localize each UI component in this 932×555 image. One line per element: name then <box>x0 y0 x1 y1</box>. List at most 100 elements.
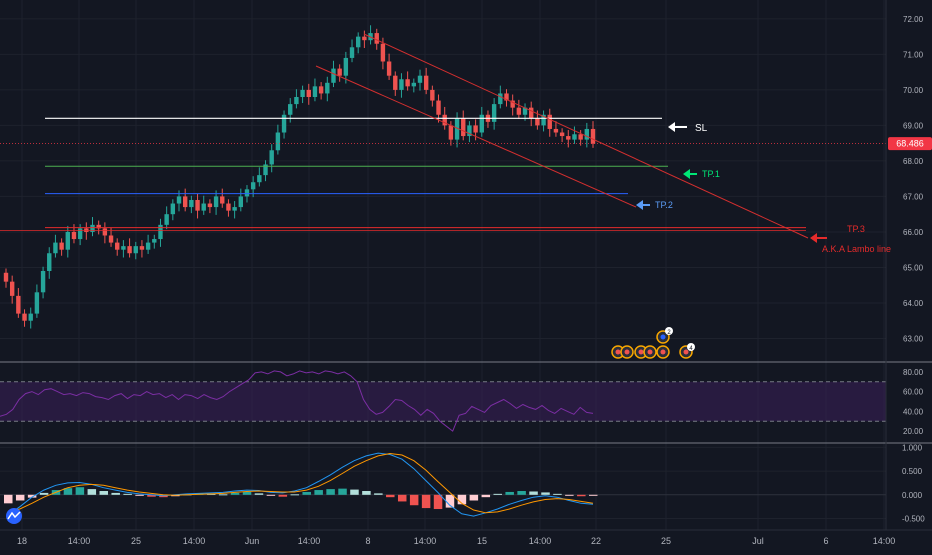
candle-body <box>405 79 410 87</box>
price-axis[interactable]: 63.00 64.00 65.00 66.00 67.00 68.00 69.00 70.00… <box>902 15 925 524</box>
event-icon-4[interactable] <box>643 345 657 359</box>
macd-hist-bar <box>338 488 347 495</box>
macd-line <box>7 452 594 517</box>
macd-hist-bar <box>230 492 240 495</box>
rsi-band <box>0 381 886 422</box>
time-tick-label: 25 <box>661 536 671 546</box>
tradingview-logo[interactable] <box>6 508 22 524</box>
candle-body <box>16 295 21 314</box>
macd-hist-bar <box>99 491 109 495</box>
candle-body <box>362 36 367 41</box>
channel-lower-line[interactable] <box>315 65 637 208</box>
candle-body <box>288 104 293 115</box>
macd-hist-bar <box>493 493 502 495</box>
time-tick-label: Jun <box>245 536 260 546</box>
price-tick-label: 65.00 <box>903 263 924 272</box>
macd-hist-bar <box>147 494 156 497</box>
candle-body <box>374 33 379 44</box>
macd-hist-bar <box>314 490 323 495</box>
candle-body <box>553 128 559 133</box>
macd-hist-bar <box>409 494 419 506</box>
macd-hist-bar <box>278 494 288 497</box>
time-tick-label: 14:00 <box>298 536 321 546</box>
candle-body <box>108 235 114 243</box>
candle-body <box>59 242 64 250</box>
price-tick-label: 64.00 <box>903 299 924 308</box>
price-tick-label: 71.00 <box>903 50 924 59</box>
candle-body <box>164 214 169 225</box>
macd-hist-bar <box>421 494 431 509</box>
price-pane[interactable]: SL TP.1 TP.2 TP.3 A.K.A Lambo line <box>0 25 891 359</box>
macd-hist-bar <box>386 494 395 498</box>
candle-body <box>386 61 392 76</box>
candle-body <box>541 114 546 126</box>
macd-hist-bar <box>505 491 514 495</box>
candle-body <box>337 68 342 76</box>
candle-body <box>504 93 509 101</box>
time-tick-label: 14:00 <box>183 536 206 546</box>
rsi-tick-label: 20.00 <box>903 427 924 436</box>
event-icon-2[interactable] <box>620 345 634 359</box>
time-tick-label: 15 <box>477 536 487 546</box>
time-tick-label: 22 <box>591 536 601 546</box>
candle-body <box>318 86 324 94</box>
price-tick-label: 70.00 <box>903 86 924 95</box>
candle-body <box>529 107 534 119</box>
event-badge-1[interactable]: 2 <box>665 327 673 336</box>
candle-body <box>275 132 281 151</box>
macd-hist-bar <box>469 494 479 501</box>
candle-body <box>331 68 336 83</box>
candle-body <box>467 125 472 137</box>
price-tick-label: 66.00 <box>903 228 924 237</box>
candle-body <box>349 47 355 58</box>
candle-body <box>566 136 571 140</box>
event-badge-2[interactable]: 4 <box>687 343 695 352</box>
macd-hist-bar <box>290 494 300 496</box>
candle-body <box>28 313 33 321</box>
candle-body <box>454 118 460 140</box>
macd-hist-bar <box>218 494 228 496</box>
candle-body <box>356 36 361 48</box>
candle-body <box>393 75 398 90</box>
candle-body <box>244 189 250 197</box>
tp3-arrow-icon <box>810 233 827 243</box>
candle-body <box>250 182 256 190</box>
candle-body <box>53 242 58 254</box>
candle-body <box>436 100 441 115</box>
macd-hist-bar <box>374 493 383 495</box>
time-axis[interactable]: 18 14:00 25 14:00 Jun 14:00 8 14:00 15 14:00 22 25 J… <box>17 536 895 546</box>
event-badge-2-count: 4 <box>689 346 693 352</box>
price-tick-label: 63.00 <box>903 334 924 343</box>
levels-layer <box>0 117 886 231</box>
pane-separators[interactable] <box>0 0 932 531</box>
candle-body <box>207 203 213 208</box>
candle-body <box>473 125 478 133</box>
candle-body <box>442 114 447 126</box>
event-icon-5[interactable] <box>656 345 670 359</box>
channel-upper-line[interactable] <box>363 33 809 239</box>
candle-body <box>90 224 95 232</box>
candle-body <box>40 271 46 293</box>
macd-tick-label: -0.500 <box>902 515 925 524</box>
rsi-pane[interactable] <box>0 370 886 432</box>
events-layer[interactable]: 2 4 <box>611 327 695 359</box>
time-tick-label: 14:00 <box>529 536 552 546</box>
candle-body <box>399 79 404 90</box>
macd-pane[interactable] <box>0 452 886 517</box>
candle-body <box>102 228 108 236</box>
macd-hist-bar <box>362 491 371 495</box>
candle-body <box>281 114 287 133</box>
last-price-tag: 68.486 <box>888 137 932 151</box>
macd-hist-bar <box>577 494 586 497</box>
price-tick-label: 68.00 <box>903 157 924 166</box>
event-icon-7[interactable] <box>656 330 670 344</box>
descending-channel[interactable] <box>315 33 809 239</box>
macd-hist-bar <box>529 491 538 495</box>
candle-body <box>232 207 237 211</box>
macd-hist-bar <box>445 494 455 508</box>
tp3-label: TP.3 <box>847 224 865 234</box>
candle-body <box>182 196 188 208</box>
